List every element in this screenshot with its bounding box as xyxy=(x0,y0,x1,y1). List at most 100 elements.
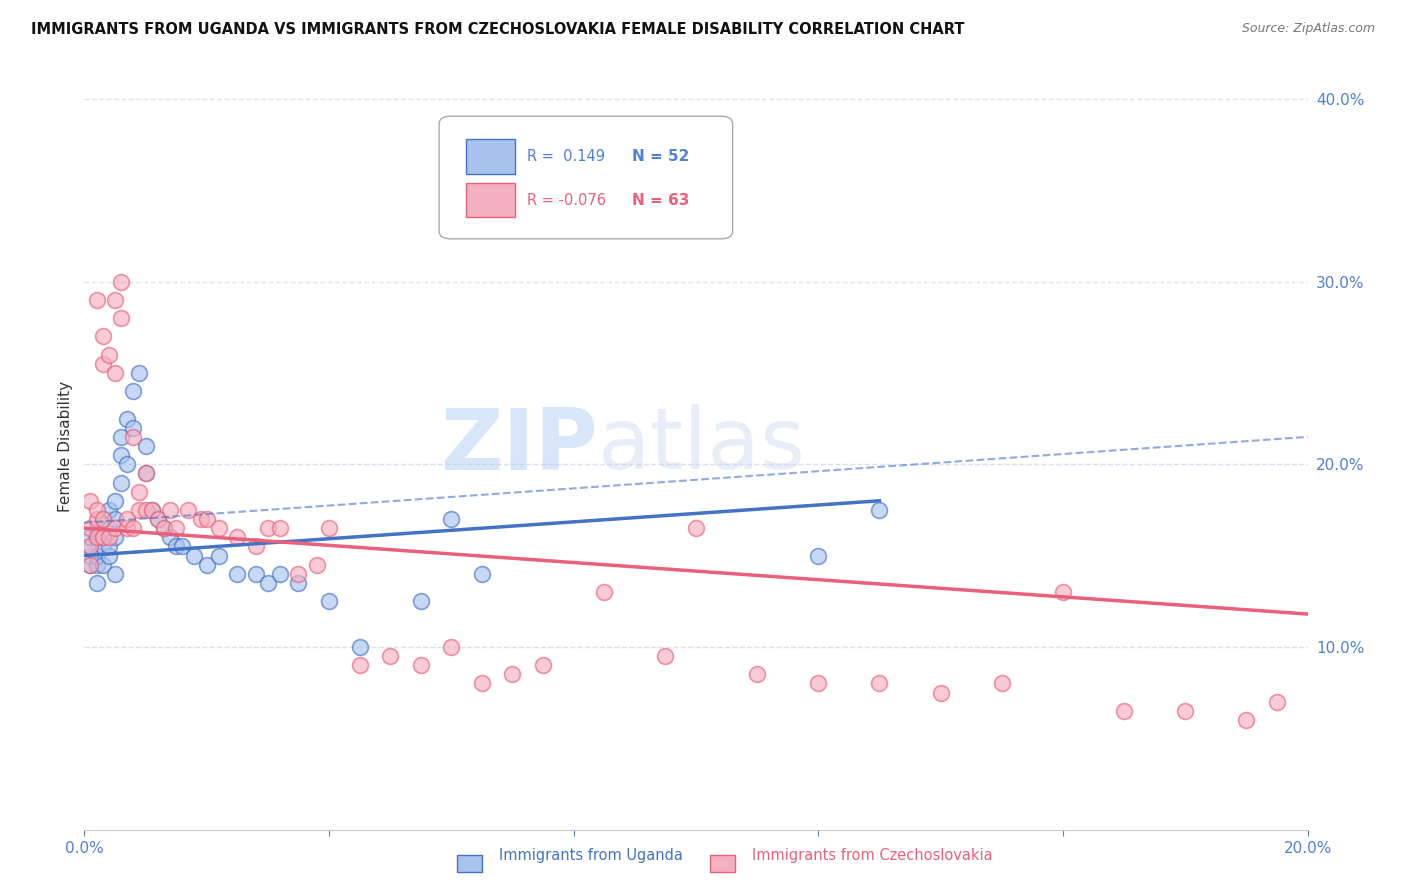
Text: Immigrants from Uganda: Immigrants from Uganda xyxy=(499,848,683,863)
Point xyxy=(245,566,267,581)
Point xyxy=(86,530,108,544)
Point xyxy=(1052,585,1074,599)
Point xyxy=(380,648,402,663)
Point xyxy=(135,503,157,517)
Point xyxy=(159,503,181,517)
Point xyxy=(153,521,176,535)
Point xyxy=(91,512,114,526)
Point xyxy=(135,467,157,481)
Point xyxy=(115,457,138,471)
Point xyxy=(86,549,108,563)
Point xyxy=(79,558,101,572)
Point xyxy=(141,503,163,517)
Text: Source: ZipAtlas.com: Source: ZipAtlas.com xyxy=(1241,22,1375,36)
Point xyxy=(172,540,194,554)
Point xyxy=(97,549,120,563)
Point xyxy=(257,521,280,535)
Point xyxy=(593,585,616,599)
Point xyxy=(409,594,432,608)
Point xyxy=(195,512,218,526)
Point xyxy=(104,566,127,581)
Point xyxy=(128,484,150,499)
Point xyxy=(91,540,114,554)
Point xyxy=(183,549,205,563)
Point xyxy=(122,384,145,399)
Point xyxy=(747,667,769,681)
FancyBboxPatch shape xyxy=(439,116,733,239)
Point xyxy=(97,348,120,362)
Point xyxy=(471,676,494,690)
Point xyxy=(91,558,114,572)
Point xyxy=(104,521,127,535)
Point xyxy=(135,467,157,481)
Point xyxy=(269,521,291,535)
Point xyxy=(226,530,249,544)
Point xyxy=(91,357,114,371)
Text: atlas: atlas xyxy=(598,404,806,488)
Point xyxy=(86,512,108,526)
Text: N = 63: N = 63 xyxy=(633,193,690,208)
Point xyxy=(97,530,120,544)
Point xyxy=(287,576,309,591)
Point xyxy=(165,540,187,554)
Point xyxy=(318,521,340,535)
Point xyxy=(86,521,108,535)
Point xyxy=(245,540,267,554)
Point xyxy=(146,512,169,526)
Point xyxy=(305,558,328,572)
Point xyxy=(86,530,108,544)
Point xyxy=(86,503,108,517)
Text: R =  0.149: R = 0.149 xyxy=(527,149,605,163)
Point xyxy=(91,329,114,343)
Point xyxy=(115,521,138,535)
Point xyxy=(86,558,108,572)
Point xyxy=(122,521,145,535)
Bar xyxy=(465,183,515,218)
Point xyxy=(110,311,132,326)
Point xyxy=(79,558,101,572)
Point xyxy=(440,512,463,526)
Point xyxy=(86,293,108,307)
Y-axis label: Female Disability: Female Disability xyxy=(58,380,73,512)
Point xyxy=(97,521,120,535)
Point xyxy=(190,512,212,526)
Point xyxy=(471,566,494,581)
Point xyxy=(115,512,138,526)
Point xyxy=(104,366,127,380)
Point xyxy=(991,676,1014,690)
Point xyxy=(79,521,101,535)
Point xyxy=(135,439,157,453)
Point xyxy=(349,658,371,673)
Point xyxy=(159,530,181,544)
Point xyxy=(79,540,101,554)
Point xyxy=(97,503,120,517)
Point xyxy=(91,512,114,526)
Text: R = -0.076: R = -0.076 xyxy=(527,193,606,208)
Point xyxy=(153,521,176,535)
Point xyxy=(79,493,101,508)
Point xyxy=(122,421,145,435)
Text: N = 52: N = 52 xyxy=(633,149,690,163)
Point xyxy=(110,475,132,490)
Point xyxy=(440,640,463,654)
Point xyxy=(128,366,150,380)
Point xyxy=(122,430,145,444)
Point xyxy=(208,549,231,563)
Point xyxy=(654,648,676,663)
Point xyxy=(869,503,891,517)
Point xyxy=(1236,713,1258,727)
Point xyxy=(869,676,891,690)
Point xyxy=(208,521,231,535)
Point xyxy=(104,293,127,307)
Point xyxy=(79,549,101,563)
Point xyxy=(79,540,101,554)
Point xyxy=(1174,704,1197,718)
Point xyxy=(110,275,132,289)
Point xyxy=(226,566,249,581)
Point xyxy=(128,503,150,517)
Point xyxy=(91,530,114,544)
Point xyxy=(929,685,952,699)
Point xyxy=(79,530,101,544)
Point xyxy=(257,576,280,591)
Point xyxy=(318,594,340,608)
